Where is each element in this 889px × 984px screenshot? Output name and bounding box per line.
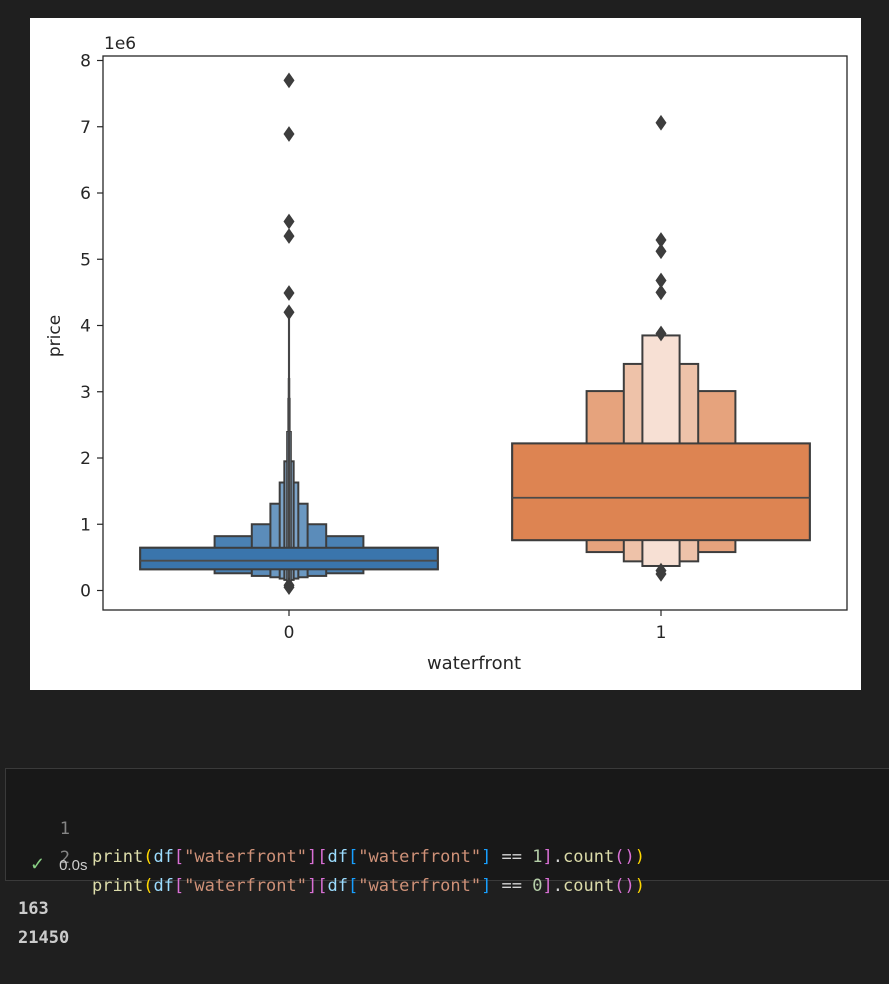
code-method: count <box>563 876 615 896</box>
outlier-point <box>283 304 295 321</box>
y-tick-label: 4 <box>80 317 91 337</box>
output-line: 21450 <box>18 928 70 948</box>
scale-label: 1e6 <box>104 34 136 54</box>
y-tick-label: 8 <box>80 52 91 72</box>
y-tick-label: 1 <box>80 515 91 535</box>
boxen-plot: 0 1 2 3 4 5 6 7 8 0 1 1e6 price waterfront <box>45 34 848 674</box>
check-icon: ✓ <box>30 854 46 874</box>
code-text: print(df["waterfront"][df["waterfront"] … <box>92 876 645 896</box>
code-fn: print <box>92 876 144 896</box>
y-tick-label: 0 <box>80 582 91 602</box>
code-var: df <box>153 847 174 867</box>
y-tick-label: 7 <box>80 118 91 138</box>
code-key: "waterfront" <box>184 847 307 867</box>
boxen-box <box>287 308 291 586</box>
y-tick-label: 3 <box>80 383 91 403</box>
code-var: df <box>327 876 348 896</box>
code-var: df <box>153 876 174 896</box>
code-value: 0 <box>532 876 543 896</box>
y-axis-label: price <box>45 315 65 357</box>
code-var: df <box>327 847 348 867</box>
line-number: 2 <box>59 848 70 868</box>
code-line-1[interactable]: 1 print(df["waterfront"][df["waterfront"… <box>6 787 645 867</box>
code-value: 1 <box>532 847 543 867</box>
plot-output: 0 1 2 3 4 5 6 7 8 0 1 1e6 price waterfront <box>30 18 861 690</box>
plot-area <box>102 55 848 611</box>
code-key: "waterfront" <box>358 847 482 867</box>
code-text: print(df["waterfront"][df["waterfront"] … <box>92 847 645 867</box>
code-line-2[interactable]: 2 print(df["waterfront"][df["waterfront"… <box>6 816 645 896</box>
output-line: 163 <box>18 899 49 919</box>
code-fn: print <box>92 847 144 867</box>
code-cell[interactable]: 1 print(df["waterfront"][df["waterfront"… <box>5 768 889 896</box>
execution-time: 0.0s <box>59 857 88 874</box>
code-method: count <box>563 847 615 867</box>
outlier-point <box>655 114 667 131</box>
y-tick-label: 2 <box>80 449 91 469</box>
outlier-point <box>283 285 295 301</box>
y-tick-label: 5 <box>80 250 91 270</box>
outlier-point <box>283 126 295 142</box>
code-key: "waterfront" <box>184 876 307 896</box>
outlier-point <box>283 579 295 596</box>
execution-status: ✓ 0.0s <box>30 853 87 875</box>
boxen-box <box>139 546 439 571</box>
line-number: 1 <box>59 819 70 839</box>
outlier-point <box>283 228 295 244</box>
cell-output: 163 21450 <box>18 895 69 953</box>
outlier-point <box>283 72 295 89</box>
x-axis-label: waterfront <box>427 653 521 674</box>
x-tick-label: 0 <box>284 623 295 643</box>
outlier-point <box>283 213 295 230</box>
boxen-box <box>511 442 811 542</box>
outlier-point <box>655 243 667 260</box>
outlier-point <box>655 325 667 342</box>
outlier-point <box>655 566 667 582</box>
x-tick-label: 1 <box>656 623 667 643</box>
y-tick-label: 6 <box>80 184 91 204</box>
outlier-point <box>655 284 667 301</box>
code-key: "waterfront" <box>358 876 482 896</box>
